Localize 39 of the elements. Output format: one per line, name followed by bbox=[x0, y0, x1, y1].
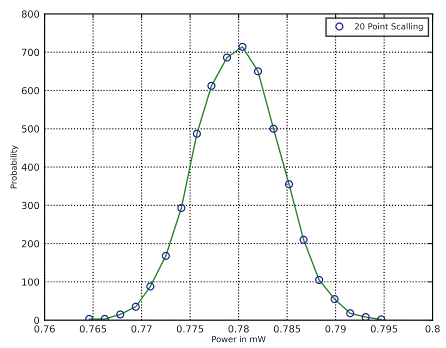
y-tick-label: 700 bbox=[22, 48, 40, 56]
x-tick-label: 0.76 bbox=[34, 325, 55, 333]
point bbox=[238, 42, 247, 51]
point bbox=[116, 310, 124, 319]
point bbox=[207, 82, 216, 90]
point bbox=[222, 53, 232, 62]
point bbox=[254, 67, 262, 76]
y-axis-title: Probability bbox=[10, 145, 18, 188]
point bbox=[269, 124, 278, 133]
x-tick-label: 0.8 bbox=[426, 325, 440, 333]
point bbox=[315, 276, 324, 284]
x-tick-label: 0.795 bbox=[370, 325, 398, 333]
x-tick-label: 0.77 bbox=[131, 325, 152, 333]
x-axis-title: Power in mW bbox=[212, 336, 266, 342]
point bbox=[177, 204, 186, 212]
y-tick-label: 200 bbox=[22, 240, 40, 248]
point bbox=[85, 314, 94, 320]
point bbox=[162, 252, 170, 260]
point bbox=[192, 130, 201, 138]
point bbox=[132, 302, 140, 311]
y-tick-label: 300 bbox=[22, 202, 40, 210]
x-tick-label: 0.79 bbox=[325, 325, 346, 333]
y-tick-label: 500 bbox=[22, 125, 40, 133]
point bbox=[346, 309, 354, 318]
x-tick-label: 0.78 bbox=[228, 325, 249, 333]
point bbox=[300, 236, 308, 244]
x-tick-label: 0.785 bbox=[274, 325, 300, 333]
point bbox=[330, 295, 339, 304]
x-tick-label: 0.765 bbox=[80, 325, 106, 333]
legend-label: 20 Point Scalling bbox=[354, 23, 423, 32]
point bbox=[100, 314, 109, 320]
y-tick-label: 800 bbox=[22, 10, 40, 18]
y-tick-label: 100 bbox=[22, 278, 40, 286]
point bbox=[146, 282, 154, 291]
x-tick-label: 0.775 bbox=[176, 325, 204, 333]
y-tick-label: 0 bbox=[34, 316, 40, 324]
y-tick-label: 400 bbox=[22, 164, 40, 171]
y-tick-label: 600 bbox=[22, 86, 40, 94]
point bbox=[284, 180, 294, 188]
